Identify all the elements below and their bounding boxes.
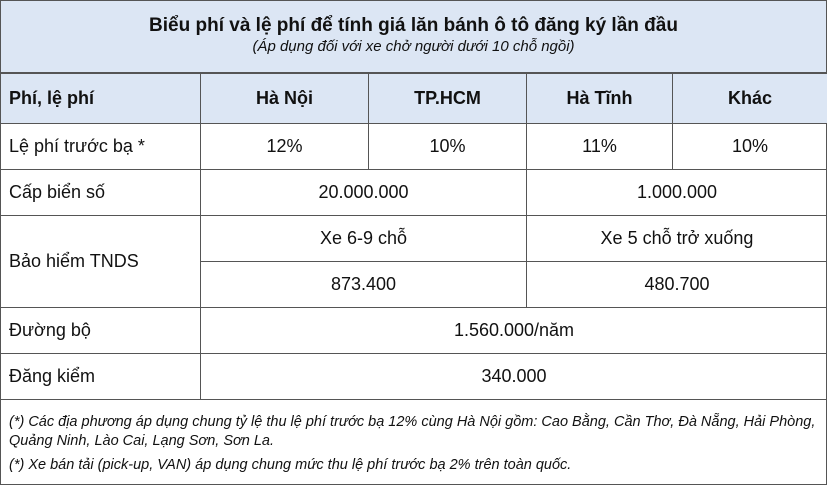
- table-row: Đăng kiểm 340.000: [0, 353, 827, 400]
- header-fee: Phí, lệ phí: [0, 73, 201, 124]
- table-title-block: Biểu phí và lệ phí để tính giá lăn bánh …: [1, 1, 826, 73]
- cell: 480.700: [526, 261, 827, 308]
- table-subtitle: (Áp dụng đối với xe chở người dưới 10 ch…: [252, 38, 575, 55]
- header-hcm: TP.HCM: [368, 73, 527, 124]
- row-label: Lệ phí trước bạ *: [0, 123, 201, 170]
- cell: Xe 6-9 chỗ: [200, 215, 527, 262]
- row-label: Bảo hiểm TNDS: [0, 215, 201, 308]
- header-row: Phí, lệ phí Hà Nội TP.HCM Hà Tĩnh Khác: [0, 73, 827, 124]
- cell: 10%: [368, 123, 527, 170]
- header-hatinh: Hà Tĩnh: [526, 73, 673, 124]
- cell: 340.000: [200, 353, 827, 400]
- header-hanoi: Hà Nội: [200, 73, 369, 124]
- cell: 12%: [200, 123, 369, 170]
- cell: 1.560.000/năm: [200, 307, 827, 354]
- cell: 1.000.000: [526, 169, 827, 216]
- table-row: Bảo hiểm TNDS Xe 6-9 chỗ Xe 5 chỗ trở xu…: [0, 215, 827, 308]
- footnote: (*) Xe bán tải (pick-up, VAN) áp dụng ch…: [9, 457, 572, 473]
- table-row: Cấp biển số 20.000.000 1.000.000: [0, 169, 827, 216]
- row-label: Đăng kiểm: [0, 353, 201, 400]
- cell: 10%: [672, 123, 827, 170]
- table-row: 873.400 480.700: [1, 261, 827, 308]
- table-row: Đường bộ 1.560.000/năm: [0, 307, 827, 354]
- cell: 11%: [526, 123, 673, 170]
- row-label: Cấp biển số: [0, 169, 201, 216]
- fee-table: Phí, lệ phí Hà Nội TP.HCM Hà Tĩnh Khác L…: [0, 73, 827, 400]
- row-label: Đường bộ: [0, 307, 201, 354]
- table-row: Lệ phí trước bạ * 12% 10% 11% 10%: [0, 123, 827, 170]
- header-other: Khác: [672, 73, 827, 124]
- footnotes: (*) Các địa phương áp dụng chung tỷ lệ t…: [1, 400, 826, 475]
- cell: 873.400: [200, 261, 527, 308]
- footnote: (*) Các địa phương áp dụng chung tỷ lệ t…: [9, 414, 816, 449]
- cell: Xe 5 chỗ trở xuống: [526, 215, 827, 262]
- cell: 20.000.000: [200, 169, 527, 216]
- table-title: Biểu phí và lệ phí để tính giá lăn bánh …: [149, 15, 678, 36]
